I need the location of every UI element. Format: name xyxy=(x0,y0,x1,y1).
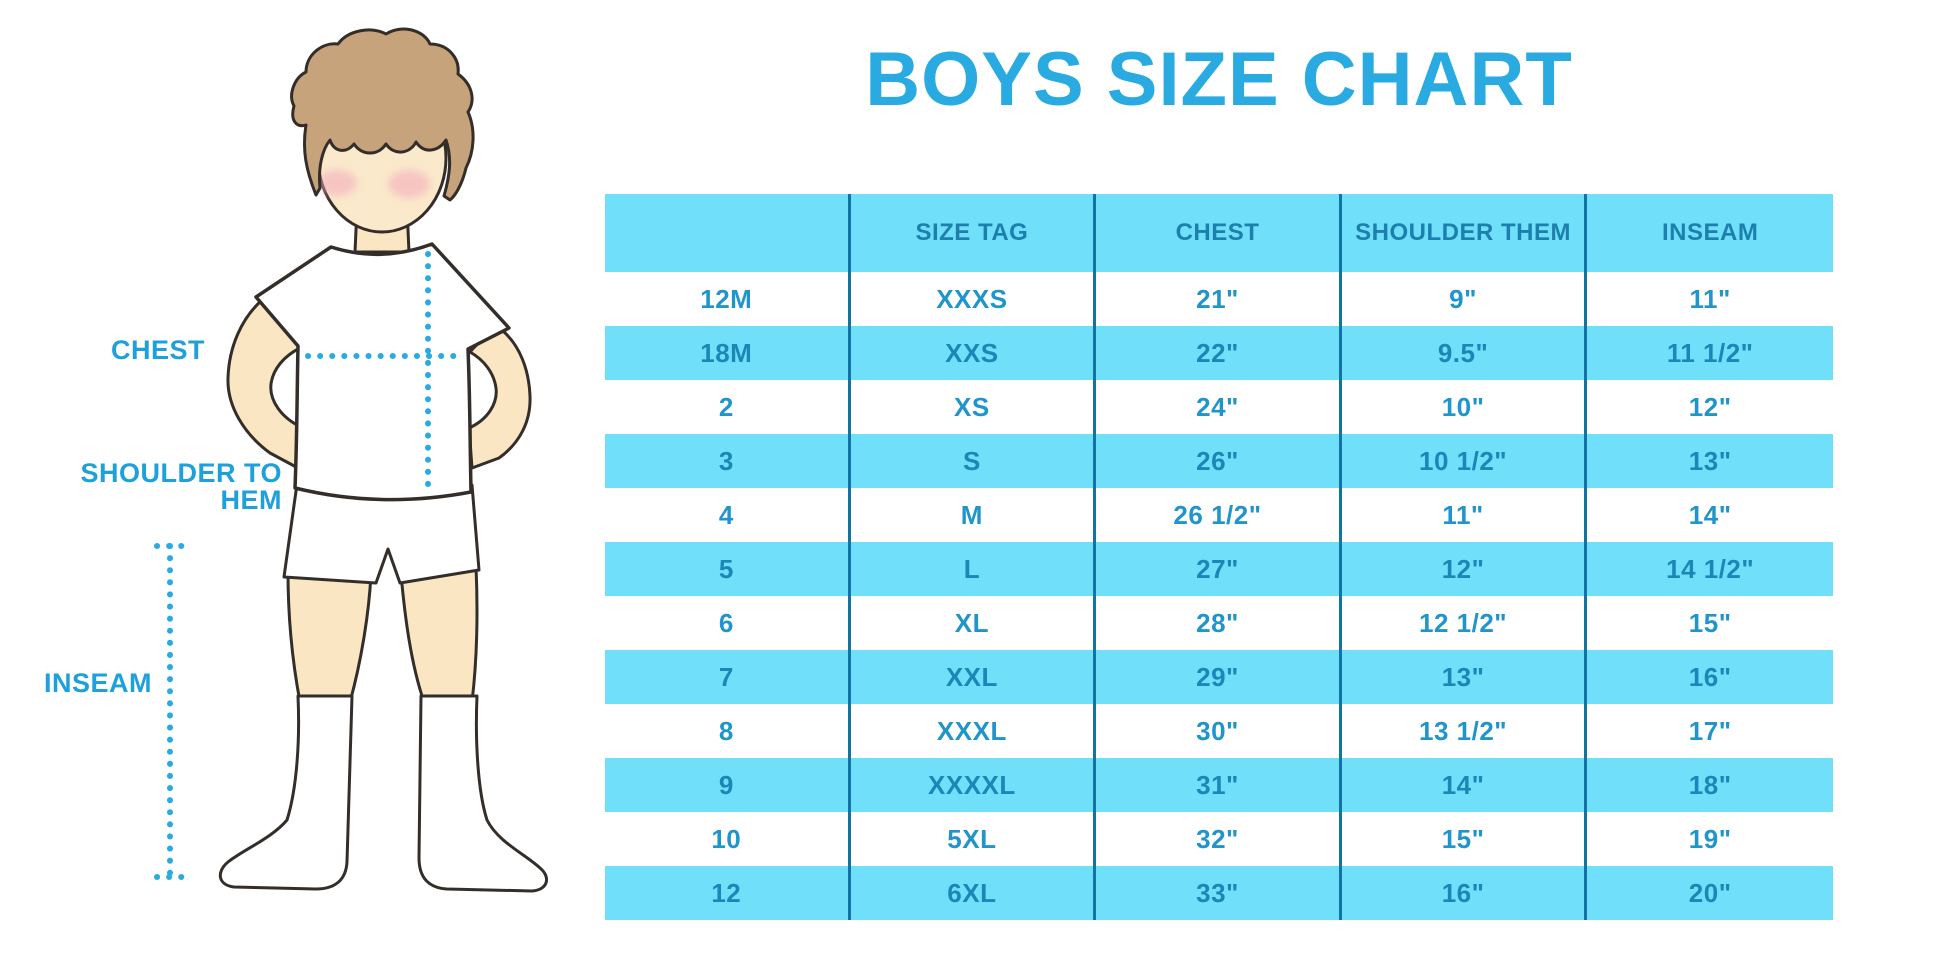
table-cell: 10 xyxy=(605,812,851,866)
table-row: 10 5XL 32" 15" 19" xyxy=(605,812,1833,866)
table-cell: 5XL xyxy=(851,812,1097,866)
table-cell: 12" xyxy=(1688,391,1732,422)
table-cell: XXS xyxy=(851,326,1097,380)
size-table-header: SIZE TAG CHEST SHOULDER THEM INSEAM xyxy=(605,194,1833,272)
left-leg xyxy=(286,570,373,704)
left-blush xyxy=(317,170,357,196)
table-row: 9 XXXXL 31" 14" 18" xyxy=(605,758,1833,812)
table-cell: 31" xyxy=(1096,758,1342,812)
table-row: 6 XL 28" 12 1/2" 15" xyxy=(605,596,1833,650)
right-arm xyxy=(467,329,532,470)
table-cell: 6XL xyxy=(851,866,1097,920)
header-cell: CHEST xyxy=(1096,194,1342,272)
table-cell: 21" xyxy=(1096,272,1342,326)
table-cell: 18" xyxy=(1688,769,1732,800)
table-row: 12M XXXS 21" 9" 11" xyxy=(605,272,1833,326)
table-cell: XXXXL xyxy=(851,758,1097,812)
table-cell: 11 1/2" xyxy=(1666,337,1754,368)
size-table: SIZE TAG CHEST SHOULDER THEM INSEAM 12M XXXS… xyxy=(605,194,1833,920)
table-row: 2 XS 24" 10" 12" xyxy=(605,380,1833,434)
table-cell: 9" xyxy=(1342,272,1588,326)
header-cell xyxy=(605,194,851,272)
hair xyxy=(290,27,475,202)
table-cell: 12" xyxy=(1342,542,1588,596)
table-cell: 10" xyxy=(1342,380,1588,434)
table-cell: 4 xyxy=(605,488,851,542)
table-cell: 15" xyxy=(1342,812,1588,866)
table-cell: 11" xyxy=(1342,488,1588,542)
left-sock xyxy=(218,694,354,891)
table-cell: 6 xyxy=(605,596,851,650)
table-cell: 11" xyxy=(1689,283,1731,314)
table-cell: 29" xyxy=(1096,650,1342,704)
table-row: 7 XXL 29" 13" 16" xyxy=(605,650,1833,704)
table-cell: 27" xyxy=(1096,542,1342,596)
table-cell: 24" xyxy=(1096,380,1342,434)
header-cell: SHOULDER THEM xyxy=(1342,194,1588,272)
table-cell: 13" xyxy=(1688,445,1732,476)
table-cell: 2 xyxy=(605,380,851,434)
size-table-body: 12M XXXS 21" 9" 11" 18M XXS 22" 9.5" 11 1/2" 2 XS 24… xyxy=(605,272,1833,920)
table-cell: 28" xyxy=(1096,596,1342,650)
table-row: 8 XXXL 30" 13 1/2" 17" xyxy=(605,704,1833,758)
table-cell: XXL xyxy=(851,650,1097,704)
table-cell: 9 xyxy=(605,758,851,812)
table-cell: 13" xyxy=(1342,650,1588,704)
table-cell: 22" xyxy=(1096,326,1342,380)
chest-label: CHEST xyxy=(110,335,205,365)
table-cell: 13 1/2" xyxy=(1342,704,1588,758)
right-blush xyxy=(388,170,430,198)
table-cell: 20" xyxy=(1688,877,1732,908)
table-row: 4 M 26 1/2" 11" 14" xyxy=(605,488,1833,542)
table-cell: 10 1/2" xyxy=(1342,434,1588,488)
table-cell: 33" xyxy=(1096,866,1342,920)
table-cell: 32" xyxy=(1096,812,1342,866)
table-cell: 12M xyxy=(605,272,851,326)
table-cell: 17" xyxy=(1688,715,1732,746)
t-shirt xyxy=(254,242,511,502)
table-cell: S xyxy=(851,434,1097,488)
table-cell: 19" xyxy=(1688,823,1732,854)
header-cell: SIZE TAG xyxy=(851,194,1097,272)
table-cell: 16" xyxy=(1342,866,1588,920)
shoulder-to-hem-label: SHOULDER TO HEM xyxy=(80,458,282,515)
table-cell: 15" xyxy=(1688,607,1732,638)
header-cell: INSEAM xyxy=(1662,219,1759,246)
boy-illustration xyxy=(154,27,549,893)
table-cell: XS xyxy=(851,380,1097,434)
table-cell: 26" xyxy=(1096,434,1342,488)
page-title: BOYS SIZE CHART xyxy=(865,37,1573,122)
table-cell: XXXL xyxy=(851,704,1097,758)
table-cell: 26 1/2" xyxy=(1096,488,1342,542)
table-cell: 14 1/2" xyxy=(1666,553,1755,584)
table-row: 5 L 27" 12" 14 1/2" xyxy=(605,542,1833,596)
table-cell: XL xyxy=(851,596,1097,650)
table-cell: 14" xyxy=(1688,499,1732,530)
right-leg xyxy=(399,564,479,704)
table-cell: 12 xyxy=(605,866,851,920)
table-cell: 8 xyxy=(605,704,851,758)
table-row: 3 S 26" 10 1/2" 13" xyxy=(605,434,1833,488)
table-cell: 16" xyxy=(1688,661,1732,692)
table-cell: 14" xyxy=(1342,758,1588,812)
table-cell: 3 xyxy=(605,434,851,488)
table-cell: 30" xyxy=(1096,704,1342,758)
table-row: 18M XXS 22" 9.5" 11 1/2" xyxy=(605,326,1833,380)
table-row: 12 6XL 33" 16" 20" xyxy=(605,866,1833,920)
right-sock xyxy=(417,694,549,893)
table-cell: 12 1/2" xyxy=(1342,596,1588,650)
table-cell: XXXS xyxy=(851,272,1097,326)
table-cell: 18M xyxy=(605,326,851,380)
inseam-label: INSEAM xyxy=(43,668,152,698)
table-cell: L xyxy=(851,542,1097,596)
table-cell: M xyxy=(851,488,1097,542)
table-cell: 9.5" xyxy=(1342,326,1588,380)
table-cell: 7 xyxy=(605,650,851,704)
table-cell: 5 xyxy=(605,542,851,596)
